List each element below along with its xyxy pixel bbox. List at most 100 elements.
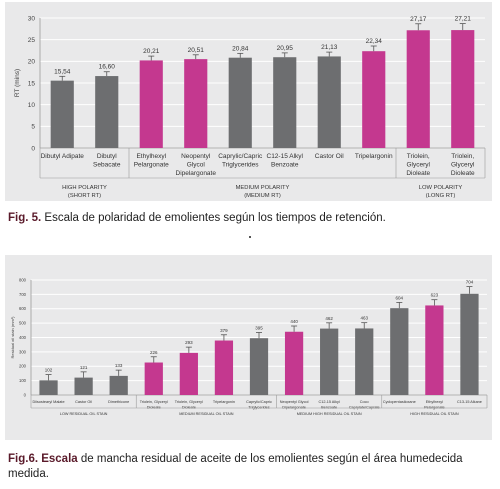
group-label: MEDIUM RESIDUAL OIL STAIN: [179, 412, 234, 416]
bar-value-label: 395: [255, 325, 263, 330]
category-label: Dioleate: [147, 406, 161, 410]
category-label: Dibutyl Adipate: [41, 153, 85, 160]
category-label: Tripelargonin: [213, 400, 235, 404]
bar-value-label: 133: [115, 363, 123, 368]
group-label: HIGH RESIDUAL OIL STAIN: [410, 412, 459, 416]
bar: [74, 377, 93, 395]
retention-time-bar-chart: 0 5 10 15 20 25 30 RT (mins) 15,54 Dibutyl Adipat…: [14, 15, 486, 199]
bar: [273, 57, 297, 148]
category-label: Neopentyl Glycol: [280, 400, 309, 404]
y-tick-label: 0: [31, 145, 35, 152]
y-tick-label: 100: [19, 378, 27, 383]
category-label: Glycol: [187, 162, 206, 169]
group-label: LOW POLARITY: [419, 185, 463, 191]
bar-value-label: 440: [290, 319, 298, 324]
bar: [406, 30, 430, 148]
category-label: Dipelargonate: [176, 170, 217, 177]
category-label: Castor Oil: [75, 400, 92, 404]
bar-value-label: 20,21: [143, 48, 160, 55]
figure-5-caption: Fig. 5. Escala de polaridad de emoliente…: [8, 211, 488, 226]
category-label: Triolein, Glyceryl: [140, 400, 168, 404]
bar: [362, 51, 386, 149]
bar: [95, 76, 119, 148]
bar-value-label: 102: [45, 368, 53, 373]
category-label: Benzoate: [321, 406, 337, 410]
category-label: Dioleate: [182, 406, 196, 410]
bar: [460, 293, 479, 395]
category-label: Benzoate: [271, 162, 299, 169]
y-tick-label: 600: [19, 306, 27, 311]
group-label: LOW RESIDUAL OIL STAIN: [60, 412, 108, 416]
category-label: Tripelargonin: [355, 153, 393, 160]
y-tick-label: 25: [28, 37, 36, 44]
category-label: Ethylhexyl: [426, 400, 443, 404]
residual-oil-stain-bar-chart: 0 100 200 300 400 500 600 700 800 Residual oil st…: [10, 277, 488, 416]
category-label: Diisostearyl Malate: [32, 400, 64, 404]
bar-value-label: 704: [466, 280, 474, 285]
category-label: Triglycerides: [222, 162, 259, 169]
bar-value-label: 16,60: [99, 64, 116, 71]
category-label: C13-15 Alkane: [457, 400, 482, 404]
group-label: HIGH POLARITY: [62, 185, 107, 191]
figure-6-caption: Fig.6. Escala de mancha residual de acei…: [8, 452, 488, 482]
bar-value-label: 379: [220, 328, 228, 333]
category-label: C12-15 Alkyl: [267, 153, 304, 160]
bar-value-label: 20,51: [188, 47, 205, 54]
y-tick-label: 5: [31, 124, 35, 131]
category-label: Caprylic/Capric: [218, 153, 263, 160]
bar: [144, 362, 163, 395]
y-tick-label: 30: [28, 15, 36, 22]
category-label: Sebacate: [93, 162, 121, 169]
separator-dot: [249, 236, 251, 238]
y-axis-label: RT (mins): [14, 69, 21, 97]
bar: [109, 375, 128, 395]
bar-value-label: 20,84: [232, 45, 249, 52]
category-label: Caprylic/Capric: [246, 400, 272, 404]
category-label: Pelargonate: [424, 406, 444, 410]
bar: [39, 380, 58, 395]
category-label: Ethylhexyl: [136, 153, 166, 160]
y-tick-label: 0: [24, 392, 27, 397]
y-tick-label: 300: [19, 349, 27, 354]
y-axis-label: Residual oil stain (mm²): [10, 316, 15, 359]
y-tick-label: 700: [19, 292, 27, 297]
bar: [184, 59, 208, 148]
bar-value-label: 21,13: [321, 44, 338, 51]
category-label: Dibutyl: [97, 153, 117, 160]
bar-value-label: 20,95: [277, 45, 294, 52]
group-label: (LONG RT): [426, 193, 456, 199]
bar: [139, 60, 163, 148]
category-label: Triolein,: [451, 153, 474, 160]
category-label: Triglycerides: [248, 406, 269, 410]
bar-value-label: 623: [431, 293, 439, 298]
y-tick-label: 15: [28, 80, 36, 87]
category-label: Dioleate: [451, 170, 475, 177]
bar-value-label: 226: [150, 350, 158, 355]
bar-value-label: 22,34: [366, 38, 383, 45]
bar: [317, 56, 341, 148]
bar: [451, 30, 475, 149]
bar: [390, 308, 409, 395]
category-label: C12-15 Alkyl: [318, 400, 339, 404]
group-label: (MEDIUM RT): [244, 193, 281, 199]
category-label: Coco: [360, 400, 369, 404]
bar: [284, 331, 304, 395]
category-label: Pelargonate: [134, 162, 169, 169]
bar-value-label: 27,21: [455, 16, 472, 23]
bar: [320, 328, 339, 395]
y-tick-label: 20: [28, 59, 36, 66]
category-label: Dioleate: [406, 170, 430, 177]
bar-value-label: 463: [360, 316, 368, 321]
chart-panel-residual-oil-stain: 0 100 200 300 400 500 600 700 800 Residual oil st…: [5, 255, 492, 440]
group-label: MEDIUM HIGH RESIDUAL OIL STAIN: [297, 412, 362, 416]
category-label: Glyceryl: [407, 162, 431, 169]
bar: [355, 328, 374, 395]
category-label: Caprylate/Caprate: [349, 406, 380, 410]
category-label: Neopentyl: [181, 153, 211, 160]
figure-6-text: de mancha residual de aceite de los emol…: [8, 453, 463, 480]
category-label: Triolein, Glyceryl: [175, 400, 203, 404]
bar-value-label: 121: [80, 365, 88, 370]
category-label: Cyclopentasiloxane: [383, 400, 416, 404]
category-label: Dipelargonate: [282, 406, 306, 410]
bar: [50, 80, 74, 148]
